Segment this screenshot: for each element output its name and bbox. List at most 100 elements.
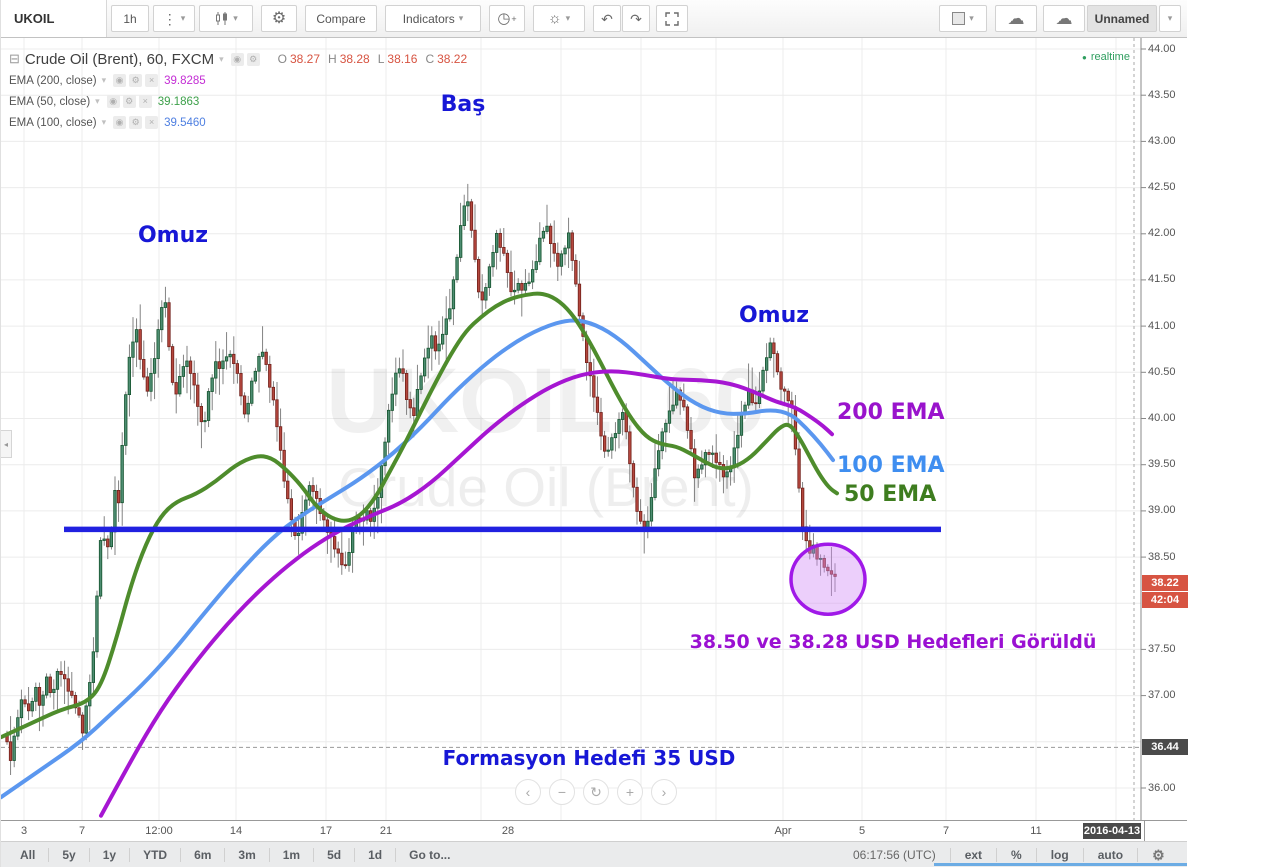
layout-name-button[interactable]: Unnamed bbox=[1087, 5, 1157, 32]
range-button-1m[interactable]: 1m bbox=[268, 847, 313, 862]
price-axis-label: 44.00 bbox=[1148, 43, 1176, 55]
zoom-out-button[interactable]: − bbox=[549, 779, 575, 805]
axis-mode-auto[interactable]: auto bbox=[1082, 847, 1137, 862]
alert-button[interactable]: ◷ + bbox=[489, 5, 525, 32]
menu-dots-icon: ⋮ bbox=[162, 10, 177, 27]
eye-icon[interactable]: ◉ bbox=[230, 52, 244, 66]
date-range-buttons: All 5y 1y YTD 6m 3m 1m 5d 1d Go to... bbox=[7, 842, 463, 867]
chart-area[interactable]: UKOIL, 60 Crude Oil (Brent) ⊟ Crude Oil (… bbox=[1, 38, 1188, 820]
indicator-title[interactable]: EMA (200, close) bbox=[9, 74, 97, 87]
time-axis-label: Apr bbox=[774, 825, 792, 837]
annotation-head[interactable]: Baş bbox=[440, 92, 486, 117]
redo-button[interactable]: ↷ bbox=[622, 5, 650, 32]
ohlc-values: O 38.27 H 38.28 L 38.16 C 38.22 bbox=[270, 52, 468, 66]
ohlc-value: 38.27 bbox=[290, 52, 321, 66]
chevron-down-icon[interactable]: ▾ bbox=[101, 117, 107, 127]
candlestick-icon bbox=[216, 12, 228, 25]
time-axis-label: 3 bbox=[20, 825, 28, 837]
axis-mode-ext[interactable]: ext bbox=[949, 847, 996, 862]
reset-chart-button[interactable]: ↻ bbox=[583, 779, 609, 805]
time-axis-label: 5 bbox=[858, 825, 866, 837]
chart-type-button[interactable]: ▾ bbox=[199, 5, 253, 32]
annotation-ema100-label[interactable]: 100 EMA bbox=[837, 453, 945, 478]
time-axis-label: 14 bbox=[229, 825, 243, 837]
fullscreen-button[interactable] bbox=[656, 5, 688, 32]
series-title[interactable]: Crude Oil (Brent), 60, FXCM bbox=[24, 50, 215, 68]
axis-settings-gear-icon[interactable]: ⚙ bbox=[1137, 847, 1179, 862]
ema-200-line bbox=[99, 369, 834, 818]
interval-button[interactable]: 1h bbox=[111, 5, 149, 32]
indicator-title[interactable]: EMA (100, close) bbox=[9, 116, 97, 129]
chevron-down-icon[interactable]: ▾ bbox=[219, 53, 224, 64]
ohlc-value: 38.16 bbox=[387, 52, 418, 66]
close-icon[interactable]: × bbox=[138, 95, 152, 108]
range-button-ytd[interactable]: YTD bbox=[129, 847, 180, 862]
scroll-left-button[interactable]: ‹ bbox=[515, 779, 541, 805]
save-chart-button[interactable]: ☁ ↑ bbox=[1043, 5, 1085, 32]
drawing-toolbar-toggle[interactable]: ◂ bbox=[1, 430, 12, 458]
load-chart-button[interactable]: ☁ ↓ bbox=[995, 5, 1037, 32]
range-button-5d[interactable]: 5d bbox=[313, 847, 354, 862]
range-button-5y[interactable]: 5y bbox=[48, 847, 88, 862]
annotation-targets-text[interactable]: 38.50 ve 38.28 USD Hedefleri Görüldü bbox=[689, 631, 1097, 653]
redo-arrow-icon: ↷ bbox=[630, 10, 642, 27]
gear-icon[interactable]: ⚙ bbox=[129, 74, 143, 87]
gear-icon[interactable]: ⚙ bbox=[122, 95, 136, 108]
plus-icon: + bbox=[511, 13, 517, 24]
axis-mode-percent[interactable]: % bbox=[996, 847, 1036, 862]
loading-bar bbox=[934, 863, 1187, 866]
layout-menu-button[interactable]: ▾ bbox=[1159, 5, 1181, 32]
axis-mode-log[interactable]: log bbox=[1035, 847, 1083, 862]
chevron-down-icon: ▾ bbox=[565, 13, 571, 23]
compare-button[interactable]: Compare bbox=[305, 5, 377, 32]
range-button-1d[interactable]: 1d bbox=[354, 847, 395, 862]
ellipse-drawing[interactable] bbox=[789, 542, 867, 616]
close-icon[interactable]: × bbox=[145, 74, 159, 87]
undo-button[interactable]: ↶ bbox=[593, 5, 621, 32]
compare-label: Compare bbox=[316, 11, 366, 26]
annotation-right-shoulder[interactable]: Omuz bbox=[738, 303, 810, 328]
interval-menu-button[interactable]: ⋮ ▾ bbox=[153, 5, 195, 32]
eye-icon[interactable]: ◉ bbox=[113, 74, 127, 87]
chevron-down-icon: ▾ bbox=[180, 13, 186, 23]
annotation-formation-target[interactable]: Formasyon Hedefi 35 USD bbox=[442, 746, 736, 770]
symbol-input[interactable]: UKOIL bbox=[1, 0, 107, 37]
price-axis-label: 43.00 bbox=[1148, 135, 1176, 147]
time-axis[interactable]: 3 7 12:00 14 17 21 28 Apr 5 7 11 2016-04-13 bbox=[1, 820, 1187, 842]
chart-properties-button[interactable]: ⚙ bbox=[261, 5, 297, 32]
range-button-1y[interactable]: 1y bbox=[88, 847, 129, 862]
eye-icon[interactable]: ◉ bbox=[113, 116, 127, 129]
price-axis-label: 36.00 bbox=[1148, 782, 1176, 794]
ohlc-key: O bbox=[277, 52, 287, 66]
chevron-down-icon: ▾ bbox=[969, 13, 974, 23]
annotation-ema200-label[interactable]: 200 EMA bbox=[837, 400, 945, 425]
clock-utc[interactable]: 06:17:56 (UTC) bbox=[853, 847, 936, 862]
collapse-legend-icon[interactable]: ⊟ bbox=[9, 51, 20, 66]
chevron-down-icon[interactable]: ▾ bbox=[95, 96, 100, 106]
annotation-left-shoulder[interactable]: Omuz bbox=[137, 223, 209, 248]
indicators-button[interactable]: Indicators ▾ bbox=[385, 5, 481, 32]
ideas-button[interactable]: ☼ ▾ bbox=[533, 5, 585, 32]
chevron-down-icon: ▾ bbox=[458, 13, 464, 23]
gear-icon[interactable]: ⚙ bbox=[246, 52, 260, 66]
zoom-in-button[interactable]: + bbox=[617, 779, 643, 805]
ema-100-line bbox=[1, 318, 835, 800]
top-toolbar: UKOIL 1h ⋮ ▾ ▾ ⚙ Compare Indicators ▾ bbox=[1, 0, 1187, 38]
range-button-all[interactable]: All bbox=[20, 847, 36, 862]
indicator-value: 39.5460 bbox=[164, 116, 206, 129]
range-button-3m[interactable]: 3m bbox=[224, 847, 268, 862]
eye-icon[interactable]: ◉ bbox=[106, 95, 120, 108]
annotation-ema50-label[interactable]: 50 EMA bbox=[844, 482, 937, 507]
price-axis-label: 42.50 bbox=[1148, 181, 1176, 193]
chevron-down-icon[interactable]: ▾ bbox=[101, 75, 107, 85]
scroll-right-button[interactable]: › bbox=[651, 779, 677, 805]
indicator-title[interactable]: EMA (50, close) bbox=[9, 95, 91, 108]
bottom-right-controls: 06:17:56 (UTC) ext% log auto ⚙ bbox=[839, 842, 1179, 867]
layout-select-button[interactable]: ▾ bbox=[939, 5, 987, 32]
goto-date-button[interactable]: Go to... bbox=[395, 847, 463, 862]
chart-legend: ⊟ Crude Oil (Brent), 60, FXCM ▾ ◉ ⚙ O 38.… bbox=[9, 48, 467, 133]
gear-icon[interactable]: ⚙ bbox=[129, 116, 143, 129]
range-button-6m[interactable]: 6m bbox=[180, 847, 224, 862]
close-icon[interactable]: × bbox=[145, 116, 159, 129]
